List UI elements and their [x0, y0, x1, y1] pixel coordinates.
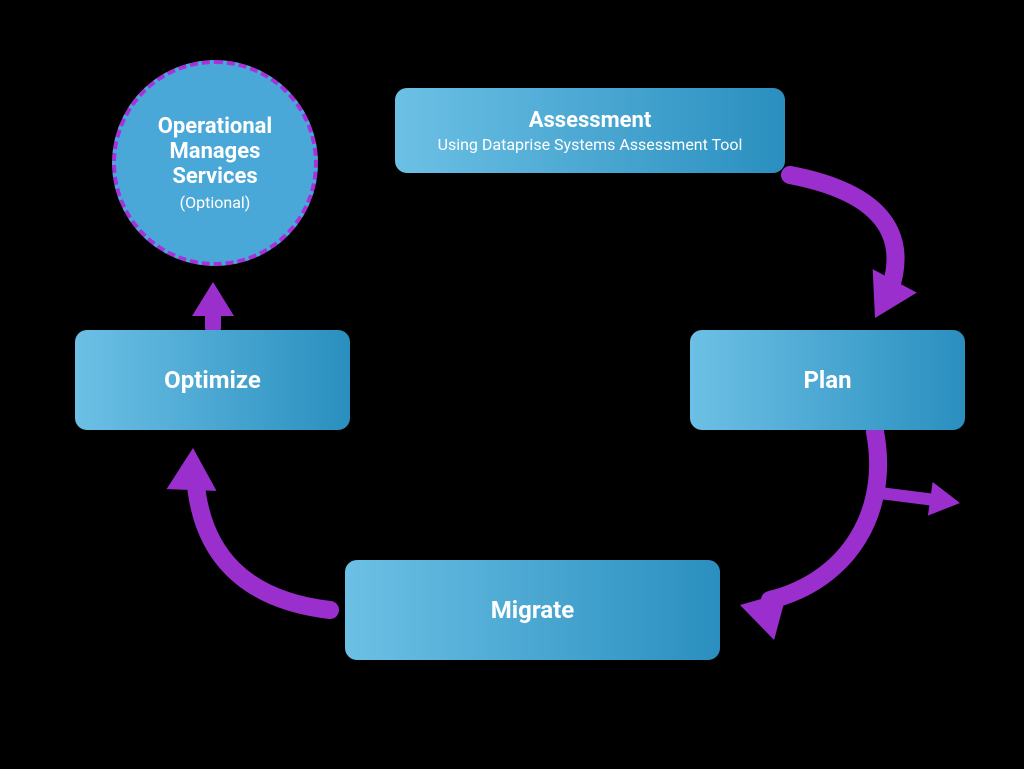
node-assessment: Assessment Using Dataprise Systems Asses… [395, 88, 785, 173]
arrow-plan-branch-out [880, 482, 960, 516]
operational-line-2: Manages [170, 139, 261, 164]
node-migrate: Migrate [345, 560, 720, 660]
operational-line-1: Operational [158, 114, 273, 139]
migrate-title: Migrate [491, 596, 574, 624]
operational-sublabel: (Optional) [180, 193, 251, 212]
arrow-assessment-to-plan [790, 175, 917, 318]
arrow-migrate-to-optimize [167, 448, 330, 610]
arrow-optimize-to-operational [192, 282, 234, 328]
optimize-title: Optimize [164, 366, 261, 394]
node-optimize: Optimize [75, 330, 350, 430]
arrow-plan-to-migrate [740, 432, 878, 640]
assessment-title: Assessment [529, 108, 652, 133]
operational-line-3: Services [172, 164, 257, 189]
plan-title: Plan [803, 366, 851, 394]
node-plan: Plan [690, 330, 965, 430]
node-operational: Operational Manages Services (Optional) [112, 60, 318, 266]
assessment-subtitle: Using Dataprise Systems Assessment Tool [438, 135, 743, 154]
